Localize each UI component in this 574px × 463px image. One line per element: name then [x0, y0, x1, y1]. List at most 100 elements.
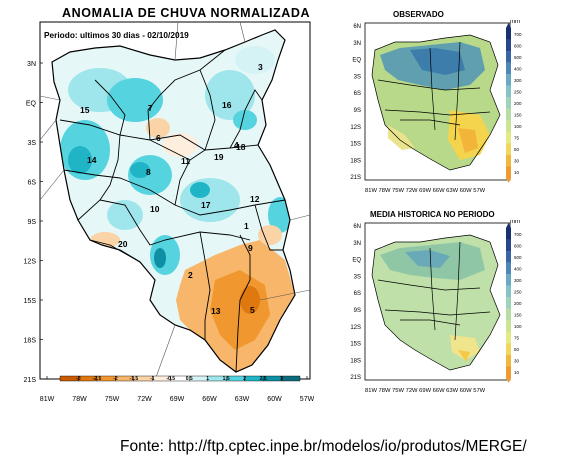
basin-label-10: 10 — [150, 204, 160, 214]
colorbar-label: 250 — [514, 89, 522, 94]
lat-tick-label: 15S — [350, 142, 361, 148]
historical-lon-ticks: 81W 78W 75W 72W 69W 66W 63W 60W 57W — [365, 388, 486, 394]
colorbar-label: 30 — [514, 159, 520, 164]
lat-tick-label: 15S — [350, 342, 361, 348]
colorbar-label: 150 — [514, 113, 522, 118]
lat-tick-label: 6S — [27, 180, 36, 187]
colorbar-label: 1 — [206, 376, 209, 382]
basin-label-15: 15 — [80, 105, 90, 115]
lon-tick-label: 60W — [267, 396, 282, 403]
basin-label-20: 20 — [118, 239, 128, 249]
main-lon-ticks: 81W 78W 75W 72W 69W 66W 63W 60W 57W — [40, 376, 315, 403]
observed-title: OBSERVADO — [393, 10, 444, 19]
colorbar-swatch — [506, 120, 511, 132]
lon-tick-label: 75W — [105, 396, 120, 403]
lat-tick-label: 3S — [354, 74, 361, 80]
colorbar-label: 50 — [514, 347, 520, 352]
colorbar-swatch — [506, 97, 511, 109]
basin-label-8: 8 — [146, 167, 151, 177]
colorbar-swatch — [506, 154, 511, 167]
lat-tick-label: 6N — [353, 24, 361, 30]
observed-lon-ticks: 81W 78W 75W 72W 69W 66W 63W 60W 57W — [365, 188, 486, 194]
basin-label-7: 7 — [148, 103, 153, 113]
lat-tick-label: 9S — [354, 308, 361, 314]
lat-tick-label: 18S — [350, 358, 361, 364]
colorbar-label: 30 — [514, 359, 520, 364]
lat-tick-label: 12S — [350, 325, 361, 331]
basin-label-6: 6 — [156, 133, 161, 143]
colorbar-label: 250 — [514, 289, 522, 294]
basin-label-12: 12 — [250, 194, 260, 204]
lat-tick-label: 12S — [350, 125, 361, 131]
lon-tick-label: 63W — [235, 396, 250, 403]
basin-labels: 1 2 3 4 5 6 7 8 9 10 11 12 13 14 15 16 1… — [80, 62, 263, 316]
lat-tick-label: EQ — [352, 58, 361, 64]
colorbar-swatch — [506, 131, 511, 144]
colorbar-label: 2 — [243, 376, 246, 382]
lat-tick-label: 15S — [24, 298, 37, 305]
main-map-title: ANOMALIA DE CHUVA NORMALIZADA — [62, 6, 311, 20]
lat-tick-label: 12S — [24, 259, 37, 266]
colorbar-swatch — [506, 28, 511, 40]
colorbar-swatch — [506, 108, 511, 121]
colorbar-label: 10 — [514, 170, 520, 175]
colorbar-label: 500 — [514, 55, 522, 60]
observed-unit: mm — [510, 20, 520, 25]
amazon-basin-outline — [51, 29, 296, 373]
lat-tick-label: 21S — [350, 175, 361, 181]
lon-tick-label: 69W — [170, 396, 185, 403]
colorbar-label: 10 — [514, 370, 520, 375]
country-borders — [39, 21, 311, 381]
colorbar-swatch — [506, 366, 511, 378]
colorbar-label: 0.5 — [186, 376, 193, 382]
basin-label-16: 16 — [222, 100, 232, 110]
colorbar-label: 2.5 — [260, 376, 267, 382]
source-caption: Fonte: http://ftp.cptec.inpe.br/modelos/… — [120, 438, 527, 455]
colorbar-swatch — [506, 166, 511, 178]
colorbar-label: 75 — [514, 336, 520, 341]
colorbar-label: 700 — [514, 32, 522, 37]
colorbar-label: 100 — [514, 124, 522, 129]
colorbar-swatch — [506, 85, 511, 98]
colorbar-swatch — [506, 274, 511, 286]
lon-tick-label: 66W — [202, 396, 217, 403]
colorbar-label: -2 — [113, 376, 118, 382]
lat-tick-label: EQ — [352, 258, 361, 264]
colorbar-label: 600 — [514, 243, 522, 248]
colorbar-swatch — [506, 285, 511, 298]
colorbar-swatch — [506, 74, 511, 86]
colorbar-swatch — [506, 343, 511, 355]
lat-tick-label: 21S — [24, 377, 37, 384]
colorbar-label: 400 — [514, 66, 522, 71]
colorbar-swatch — [506, 62, 511, 75]
colorbar-swatch — [506, 308, 511, 321]
basin-label-18: 18 — [236, 142, 246, 152]
colorbar-swatch — [506, 239, 511, 252]
colorbar-label: -1 — [150, 376, 155, 382]
colorbar-label: 50 — [514, 147, 520, 152]
colorbar-swatch — [506, 39, 511, 52]
lat-tick-label: EQ — [26, 101, 37, 108]
colorbar-label: 1.5 — [223, 376, 230, 382]
basin-label-11: 11 — [181, 156, 190, 166]
observed-map: 6N 3N EQ 3S 6S 9S 12S 15S 18S 21S 81W 78W 75W 72W… — [350, 20, 522, 194]
colorbar-label: -3 — [76, 376, 81, 382]
basin-label-5: 5 — [250, 305, 255, 315]
colorbar-label: -1.5 — [130, 376, 139, 382]
lat-tick-label: 3S — [354, 274, 361, 280]
colorbar-label: -0.5 — [166, 376, 175, 382]
lat-tick-label: 3N — [353, 241, 361, 247]
colorbar-label: 3 — [280, 376, 283, 382]
basin-label-1: 1 — [244, 221, 249, 231]
colorbar-label: -2.5 — [93, 376, 102, 382]
lat-tick-label: 21S — [350, 375, 361, 381]
lon-tick-label: 78W — [72, 396, 87, 403]
historical-unit: mm — [510, 220, 520, 225]
colorbar-label: 500 — [514, 255, 522, 260]
lat-tick-label: 6S — [354, 291, 361, 297]
basin-label-3: 3 — [258, 62, 263, 72]
colorbar-label: 100 — [514, 324, 522, 329]
basin-label-9: 9 — [248, 243, 253, 253]
lon-tick-label: 81W — [40, 396, 55, 403]
